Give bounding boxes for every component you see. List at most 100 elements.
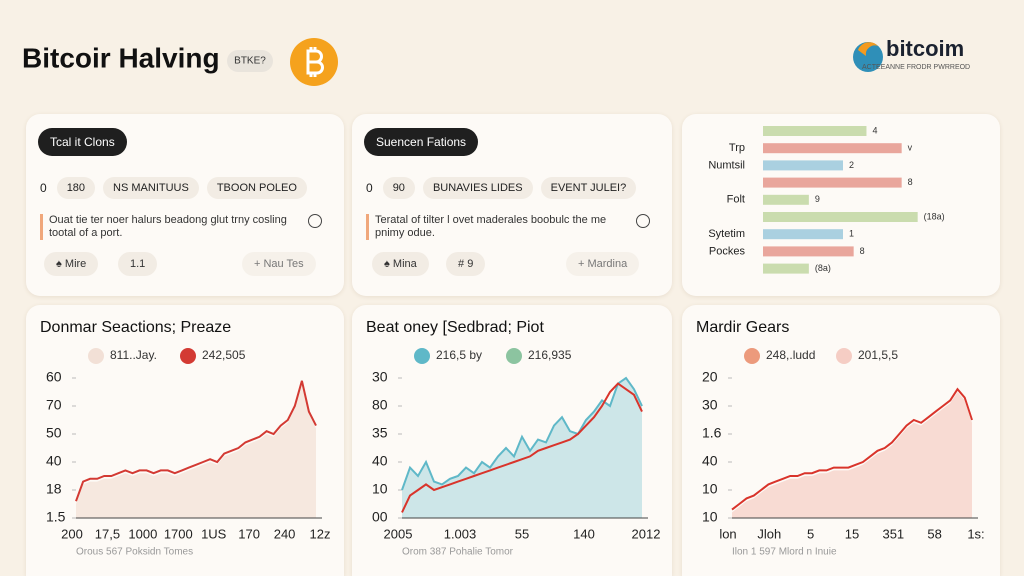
summary-card: Tcal it Clons 0 180 NS MANITUUS TBOON PO… [26, 114, 344, 296]
area [402, 378, 642, 518]
y-tick-label: 1.6 [702, 425, 722, 441]
y-tick-label: 20 [702, 369, 718, 385]
x-tick-label: 140 [573, 526, 595, 541]
card-pill[interactable]: Suencen Fations [364, 128, 479, 156]
button[interactable]: ♠ Mina [372, 252, 429, 276]
y-tick-label: 30 [372, 369, 388, 385]
button-label: 1.1 [130, 258, 146, 270]
legend-label: 811..Jay. [110, 348, 157, 362]
bar-category: Trp [729, 142, 745, 154]
line [401, 376, 643, 491]
card-note: Teratal of tilter l ovet maderales boobu… [366, 214, 625, 240]
stat[interactable]: 180 [56, 177, 96, 199]
stat[interactable]: 90 [382, 177, 415, 199]
x-tick-label: 1US [201, 526, 227, 541]
x-tick-label: 1700 [164, 526, 193, 541]
bar-end-label: (8a) [815, 263, 831, 273]
chart-subtitle: Ilon 1 597 Mlord n Inuie [732, 547, 837, 558]
legend-label: 216,935 [528, 348, 572, 362]
line [75, 380, 317, 502]
chart-title: Mardir Gears [696, 319, 789, 336]
x-tick-label: 17,5 [95, 526, 120, 541]
legend-label: 242,505 [202, 348, 246, 362]
area [732, 392, 972, 518]
stat[interactable]: BUNAVIES LIDES [422, 177, 533, 199]
legend-marker [88, 348, 104, 364]
logo-text: bitcoim [886, 36, 964, 61]
y-tick-label: 35 [372, 425, 388, 441]
legend-marker [180, 348, 196, 364]
bar [763, 177, 902, 188]
badge-bg [227, 50, 273, 72]
note-icon[interactable] [636, 214, 650, 228]
y-tick-label: 70 [46, 397, 62, 413]
button[interactable]: 1.1 [118, 252, 158, 276]
x-tick-label: Jloh [757, 526, 781, 541]
x-tick-label: 1s: [967, 526, 984, 541]
bar-category: Numtsil [708, 159, 745, 171]
y-tick-label: 00 [372, 509, 388, 525]
bar-end-label: 1 [849, 229, 854, 239]
x-tick-label: 170 [238, 526, 260, 541]
stats-row: 0 90 BUNAVIES LIDES EVENT JULEI? [364, 176, 637, 200]
y-tick-label: 80 [372, 397, 388, 413]
x-tick-label: 5 [807, 526, 814, 541]
button-label: Nau Tes [263, 258, 304, 270]
y-tick-label: 40 [372, 453, 388, 469]
x-tick-label: 200 [61, 526, 83, 541]
x-tick-label: 15 [845, 526, 859, 541]
legend-label: 201,5,5 [858, 348, 898, 362]
bar [763, 212, 918, 222]
bar [763, 160, 843, 171]
x-tick-label: 351 [882, 526, 904, 541]
bar [763, 126, 867, 136]
button[interactable]: + Nau Tes [242, 252, 316, 276]
button-label: Mina [392, 258, 417, 270]
stat[interactable]: TBOON POLEO [206, 177, 307, 199]
y-tick-label: 40 [702, 453, 718, 469]
stat: 0 [40, 181, 47, 195]
button[interactable]: # 9 [446, 252, 486, 276]
stat[interactable]: NS MANITUUS [103, 177, 199, 199]
y-tick-label: 30 [702, 397, 718, 413]
bar [763, 229, 843, 240]
x-tick-label: 12z [310, 526, 331, 541]
y-tick-label: 40 [46, 453, 62, 469]
bar-category: Sytetim [708, 228, 745, 240]
bar [763, 194, 809, 205]
legend-label: 248,.ludd [766, 348, 815, 362]
stat[interactable]: EVENT JULEI? [540, 177, 637, 199]
note-icon[interactable] [308, 214, 322, 228]
logo-swirl [858, 42, 878, 56]
bar-end-label: 4 [872, 125, 877, 135]
line [401, 382, 643, 513]
legend-marker [744, 348, 760, 364]
button[interactable]: + Mardina [566, 252, 640, 276]
y-tick-label: 50 [46, 425, 62, 441]
chart-subtitle: Orom 387 Pohalie Tomor [402, 547, 514, 558]
chart-title: Donmar Seactions; Preaze [40, 319, 231, 336]
logo-subtitle: ACTEEANNE FRODR PWRREOD [862, 64, 970, 71]
bar-end-label: 9 [815, 194, 820, 204]
chart-title: Beat oney [Sedbrad; Piot [366, 319, 544, 336]
x-tick-label: 1.003 [444, 526, 477, 541]
bar-category: Pockes [709, 245, 746, 257]
x-tick-label: lon [719, 526, 736, 541]
bitcoin-glyph [306, 47, 324, 77]
y-tick-label: 18 [46, 481, 62, 497]
card-pill[interactable]: Tcal it Clons [38, 128, 127, 156]
bar-category: Folt [727, 194, 745, 206]
y-tick-label: 60 [46, 369, 62, 385]
legend-label: 216,5 by [436, 348, 482, 362]
legend-marker [414, 348, 430, 364]
x-tick-label: 240 [274, 526, 296, 541]
bar-end-label: 8 [860, 246, 865, 256]
legend-marker [836, 348, 852, 364]
button-label: 9 [467, 258, 474, 270]
badge: BTKE? [234, 56, 266, 67]
chart-subtitle: Orous 567 Poksidn Tomes [76, 547, 193, 558]
button[interactable]: ♠ Mire [44, 252, 99, 276]
bar [763, 143, 902, 154]
